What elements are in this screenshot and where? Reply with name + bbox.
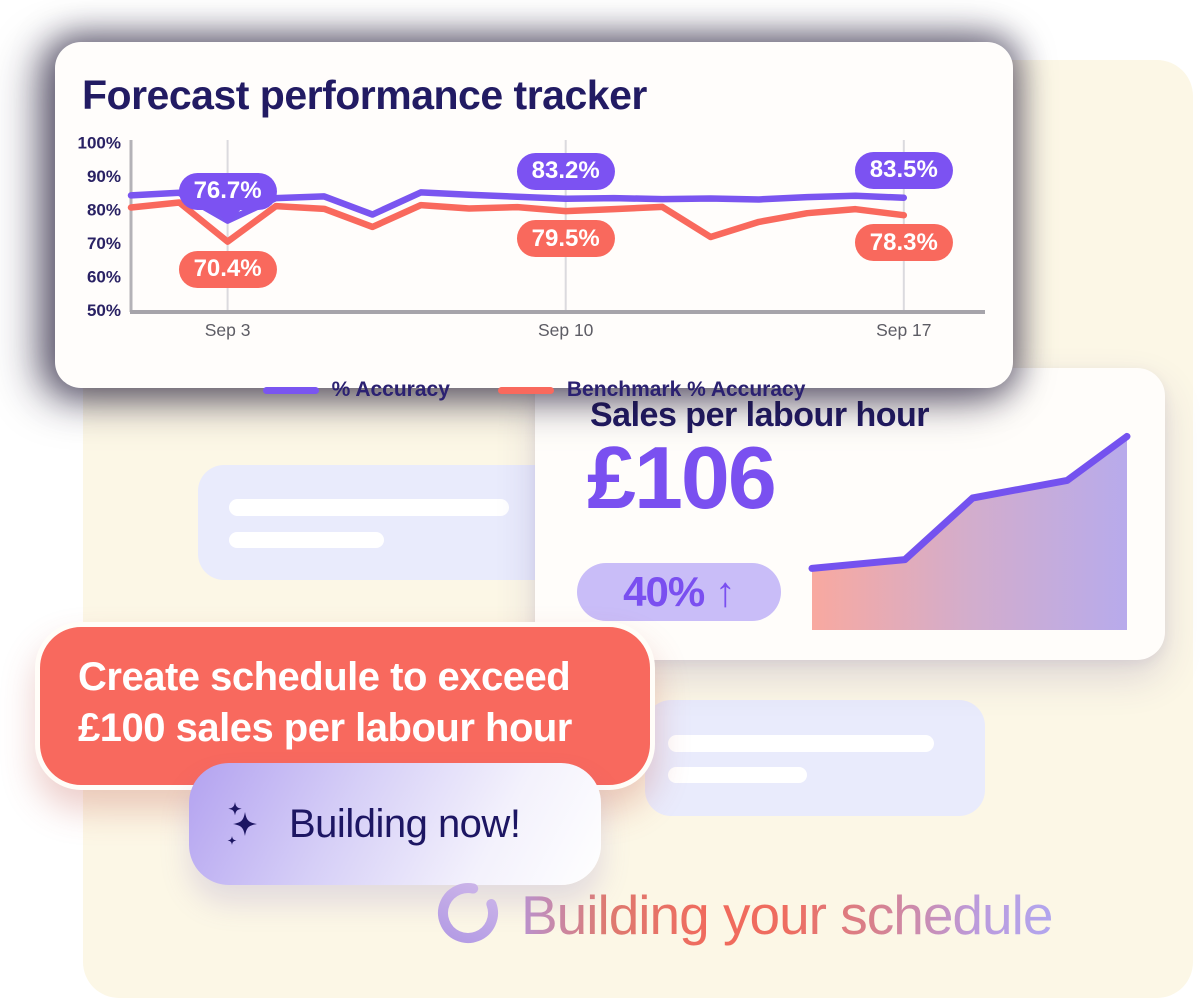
create-schedule-toast: Create schedule to exceed £100 sales per… (35, 622, 655, 790)
spinner-icon (438, 883, 498, 943)
chart-legend: % Accuracy Benchmark % Accuracy (55, 378, 1013, 402)
sales-change-badge: 40% ↑ (577, 563, 781, 621)
sales-per-labour-hour-card: Sales per labour hour £106 40% ↑ (535, 368, 1165, 660)
toast-line-2: £100 sales per labour hour (78, 706, 572, 750)
sales-value: £106 (587, 428, 777, 527)
forecast-card-title: Forecast performance tracker (82, 72, 647, 118)
svg-text:70%: 70% (87, 234, 121, 253)
accuracy-line-swatch (262, 386, 319, 394)
building-now-bubble: Building now! (189, 763, 601, 885)
sparkles-icon (227, 802, 257, 845)
sales-card-title: Sales per labour hour (590, 396, 930, 434)
legend-label: % Accuracy (331, 378, 450, 401)
legend-item-benchmark: Benchmark % Accuracy (497, 378, 806, 402)
skeleton-card-left (198, 465, 570, 580)
svg-text:Sep 10: Sep 10 (538, 320, 594, 340)
benchmark-line-swatch (497, 386, 554, 394)
toast-line-1: Create schedule to exceed (78, 655, 571, 699)
legend-item-accuracy: % Accuracy (262, 378, 450, 402)
svg-text:Sep 3: Sep 3 (205, 320, 251, 340)
loading-label: Building your schedule (521, 884, 1053, 946)
skeleton-bar (229, 532, 384, 548)
svg-text:80%: 80% (87, 201, 121, 220)
svg-text:100%: 100% (78, 134, 121, 153)
building-now-label: Building now! (289, 801, 521, 846)
forecast-tracker-card: Forecast performance tracker 100% 90% 80% 7… (55, 42, 1013, 401)
svg-text:60%: 60% (87, 268, 121, 287)
forecast-line-chart: 100% 90% 80% 70% 60% 50% Sep 3 Sep 10 Sep 17 (78, 134, 985, 340)
skeleton-bar (668, 767, 807, 783)
skeleton-bar (668, 735, 934, 752)
legend-label: Benchmark % Accuracy (566, 378, 806, 401)
loading-status: Building your schedule (435, 882, 1053, 948)
skeleton-bar (229, 499, 509, 516)
svg-text:50%: 50% (87, 301, 121, 320)
svg-text:Sep 17: Sep 17 (876, 320, 931, 340)
skeleton-card-right (645, 700, 985, 816)
svg-text:90%: 90% (87, 167, 121, 186)
